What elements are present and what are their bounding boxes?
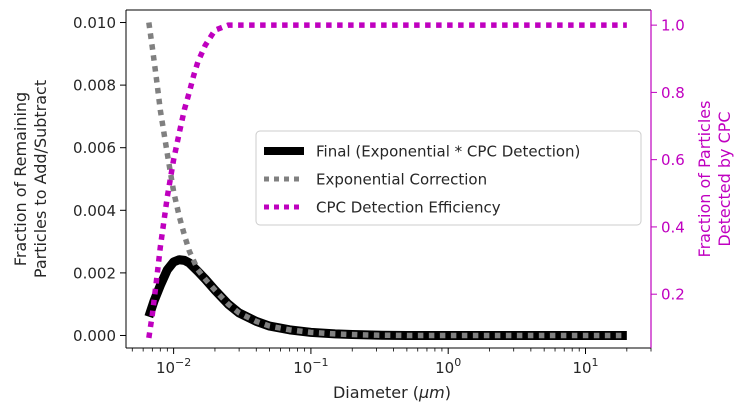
series-line-3 (146, 22, 627, 339)
legend-label-final: Final (Exponential * CPC Detection) (316, 143, 580, 161)
y-axis-label-right: Fraction of Particles (695, 101, 714, 258)
legend-label-cpc: CPC Detection Efficiency (316, 199, 501, 217)
y-right-tick-label-4: 1.0 (661, 17, 685, 35)
x-axis-label: Diameter (μm) (333, 383, 451, 402)
y-right-tick-label-0: 0.2 (661, 286, 685, 304)
y-left-tick-label-1: 0.002 (73, 264, 116, 282)
series-line-2 (146, 22, 627, 339)
y-left-tick-label-4: 0.008 (73, 77, 116, 95)
y-axis-label-left-line2: Particles to Add/Subtract (31, 80, 50, 278)
y-right-tick-label-2: 0.6 (661, 151, 685, 169)
x-tick-label-3: 101 (572, 356, 598, 377)
y-axis-label-left-2: Particles to Add/Subtract (31, 80, 50, 278)
axis-labels: Diameter (μm) Fraction of Remaining Part… (11, 80, 734, 402)
legend: Final (Exponential * CPC Detection) Expo… (255, 130, 642, 226)
x-tick-label-1: 10−1 (293, 356, 328, 377)
axes: 10−2 10−1 100 101 0.000 0.002 0.004 0.006 0.008 0… (73, 9, 685, 377)
y-axis-label-right-2: Detected by CPC (715, 111, 734, 246)
y-axis-label-left: Fraction of Remaining (11, 92, 30, 266)
x-tick-label-0: 10−2 (156, 356, 191, 377)
y-axis-label-right-line2: Detected by CPC (715, 111, 734, 246)
y-right-tick-label-3: 0.8 (661, 84, 685, 102)
y-left-tick-label-0: 0.000 (73, 327, 116, 345)
y-right-tick-label-1: 0.4 (661, 218, 685, 236)
legend-label-exponential: Exponential Correction (316, 171, 487, 189)
legend-box (255, 130, 642, 226)
y-axis-label-left-line1: Fraction of Remaining (11, 92, 30, 266)
y-left-tick-label-2: 0.004 (73, 202, 116, 220)
y-left-tick-label-3: 0.006 (73, 139, 116, 157)
y-left-tick-label-5: 0.010 (73, 14, 116, 32)
x-tick-label-2: 100 (435, 356, 461, 377)
plot-area (144, 22, 627, 340)
y-axis-label-right-line1: Fraction of Particles (695, 101, 714, 258)
